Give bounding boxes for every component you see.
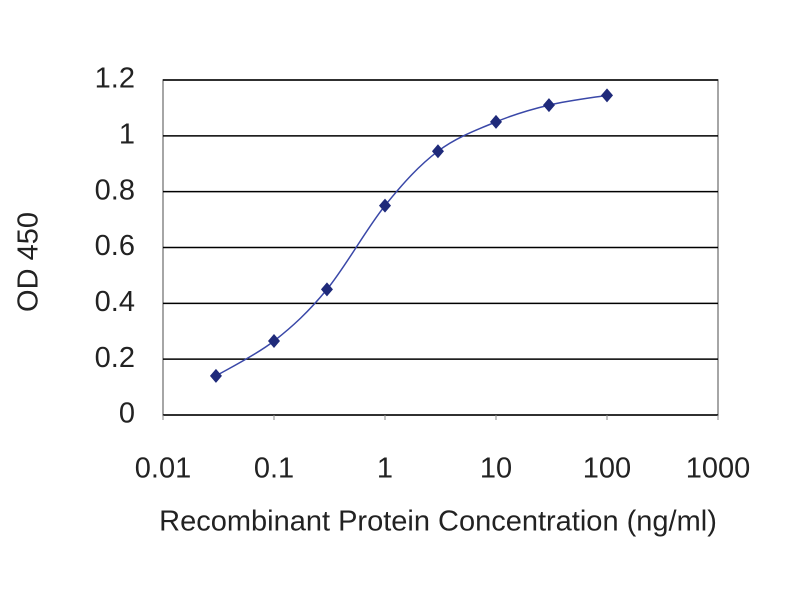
- data-point: [379, 198, 391, 213]
- x-tick-label: 0.1: [254, 453, 294, 485]
- data-point: [542, 98, 555, 113]
- y-tick-label: 0.8: [95, 174, 135, 206]
- x-tick-label: 1000: [686, 453, 751, 485]
- y-tick-label: 1.2: [95, 63, 135, 95]
- x-tick-label: 0.01: [135, 453, 191, 485]
- data-point: [209, 368, 222, 383]
- data-point: [431, 144, 444, 159]
- y-tick-label: 0.6: [95, 230, 135, 262]
- x-axis-label: Recombinant Protein Concentration (ng/ml…: [159, 506, 717, 538]
- data-point: [601, 88, 613, 103]
- data-point: [490, 114, 502, 129]
- y-tick-label: 0.2: [95, 342, 135, 374]
- y-tick-label: 1: [119, 118, 135, 150]
- x-tick-label: 1: [377, 453, 393, 485]
- y-tick-label: 0.4: [95, 286, 135, 318]
- data-point: [268, 334, 280, 349]
- x-tick-label: 100: [583, 453, 631, 485]
- data-point: [320, 282, 333, 297]
- y-tick-label: 0: [119, 398, 135, 430]
- data-line: [215, 94, 608, 377]
- x-tick-label: 10: [480, 453, 512, 485]
- y-axis-label: OD 450: [13, 212, 45, 312]
